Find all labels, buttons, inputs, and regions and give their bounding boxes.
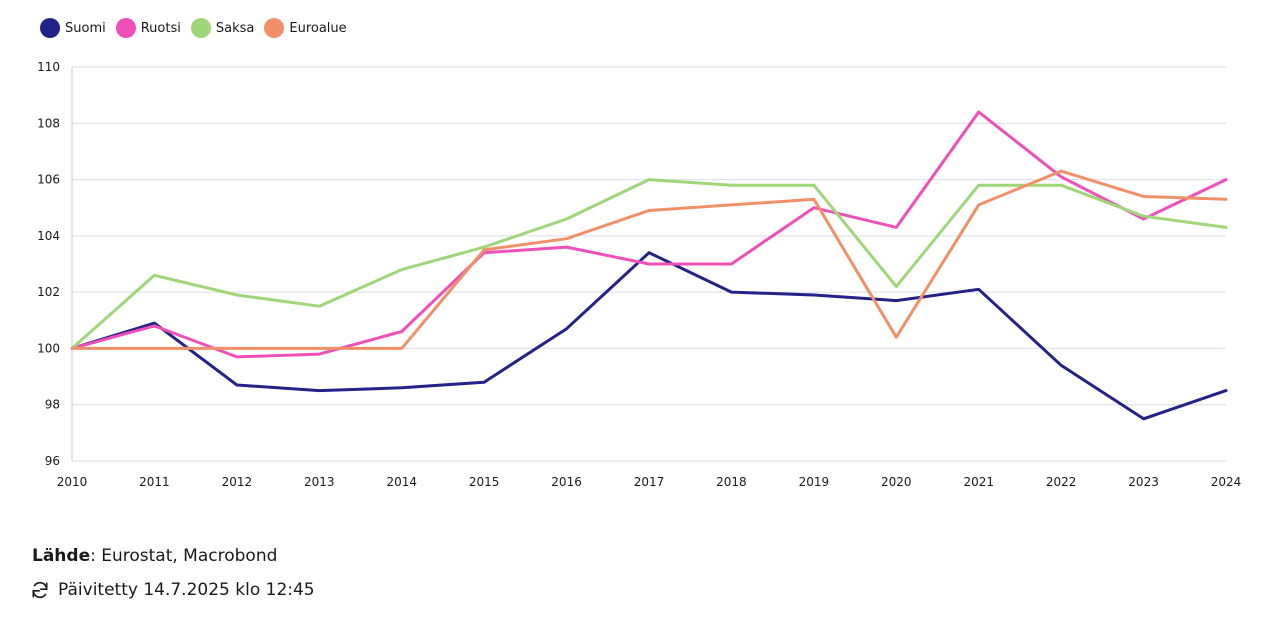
- legend-item-euroalue[interactable]: Euroalue: [264, 18, 347, 38]
- legend-swatch-euroalue: [264, 18, 285, 38]
- x-tick-label-2011: 2011: [139, 475, 170, 489]
- legend-swatch-saksa: [190, 18, 211, 38]
- x-tick-label-2013: 2013: [304, 475, 335, 489]
- y-tick-label-98: 98: [45, 398, 60, 412]
- x-tick-label-2015: 2015: [469, 475, 500, 489]
- y-tick-label-100: 100: [37, 341, 60, 355]
- legend-item-suomi[interactable]: Suomi: [40, 18, 106, 38]
- legend-swatch-ruotsi: [115, 18, 136, 38]
- legend-label-suomi: Suomi: [65, 20, 106, 36]
- y-tick-label-96: 96: [45, 454, 60, 468]
- y-tick-label-106: 106: [37, 173, 60, 187]
- x-tick-label-2018: 2018: [716, 475, 747, 489]
- x-tick-label-2019: 2019: [799, 475, 830, 489]
- x-tick-label-2022: 2022: [1046, 475, 1077, 489]
- y-tick-label-108: 108: [37, 116, 60, 130]
- x-tick-label-2020: 2020: [881, 475, 912, 489]
- x-tick-label-2012: 2012: [222, 475, 253, 489]
- x-tick-label-2014: 2014: [386, 475, 417, 489]
- x-tick-label-2024: 2024: [1211, 475, 1242, 489]
- refresh-icon: [32, 581, 48, 599]
- x-tick-label-2010: 2010: [57, 475, 88, 489]
- legend-swatch-suomi: [40, 18, 60, 38]
- x-tick-label-2016: 2016: [551, 475, 582, 489]
- source-text: : Eurostat, Macrobond: [90, 546, 278, 566]
- y-tick-label-104: 104: [37, 229, 60, 243]
- line-chart: 96 98 100 102 104 106 108 110 2010 2011 2012 2013 20…: [37, 60, 1242, 489]
- series-line-saksa: [70, 178, 1228, 350]
- legend-label-euroalue: Euroalue: [289, 20, 347, 36]
- updated-line: Päivitetty 14.7.2025 klo 12:45: [30, 580, 315, 600]
- y-tick-label-110: 110: [37, 60, 60, 74]
- y-tick-label-102: 102: [37, 285, 60, 299]
- x-tick-label-2023: 2023: [1128, 475, 1159, 489]
- legend-label-saksa: Saksa: [215, 20, 255, 36]
- source-label: Lähde: [32, 546, 91, 566]
- legend-item-ruotsi[interactable]: Ruotsi: [115, 18, 181, 38]
- legend-label-ruotsi: Ruotsi: [140, 20, 181, 36]
- updated-text: Päivitetty 14.7.2025 klo 12:45: [58, 580, 315, 600]
- chart-legend: Suomi Ruotsi Saksa Euroalue: [40, 18, 347, 38]
- series-line-euroalue: [70, 169, 1228, 350]
- series-line-suomi: [70, 251, 1228, 421]
- series-line-ruotsi: [70, 110, 1228, 359]
- x-tick-label-2021: 2021: [963, 475, 994, 489]
- x-tick-label-2017: 2017: [634, 475, 665, 489]
- source-line: Lähde: Eurostat, Macrobond: [32, 546, 277, 566]
- legend-item-saksa[interactable]: Saksa: [190, 18, 255, 38]
